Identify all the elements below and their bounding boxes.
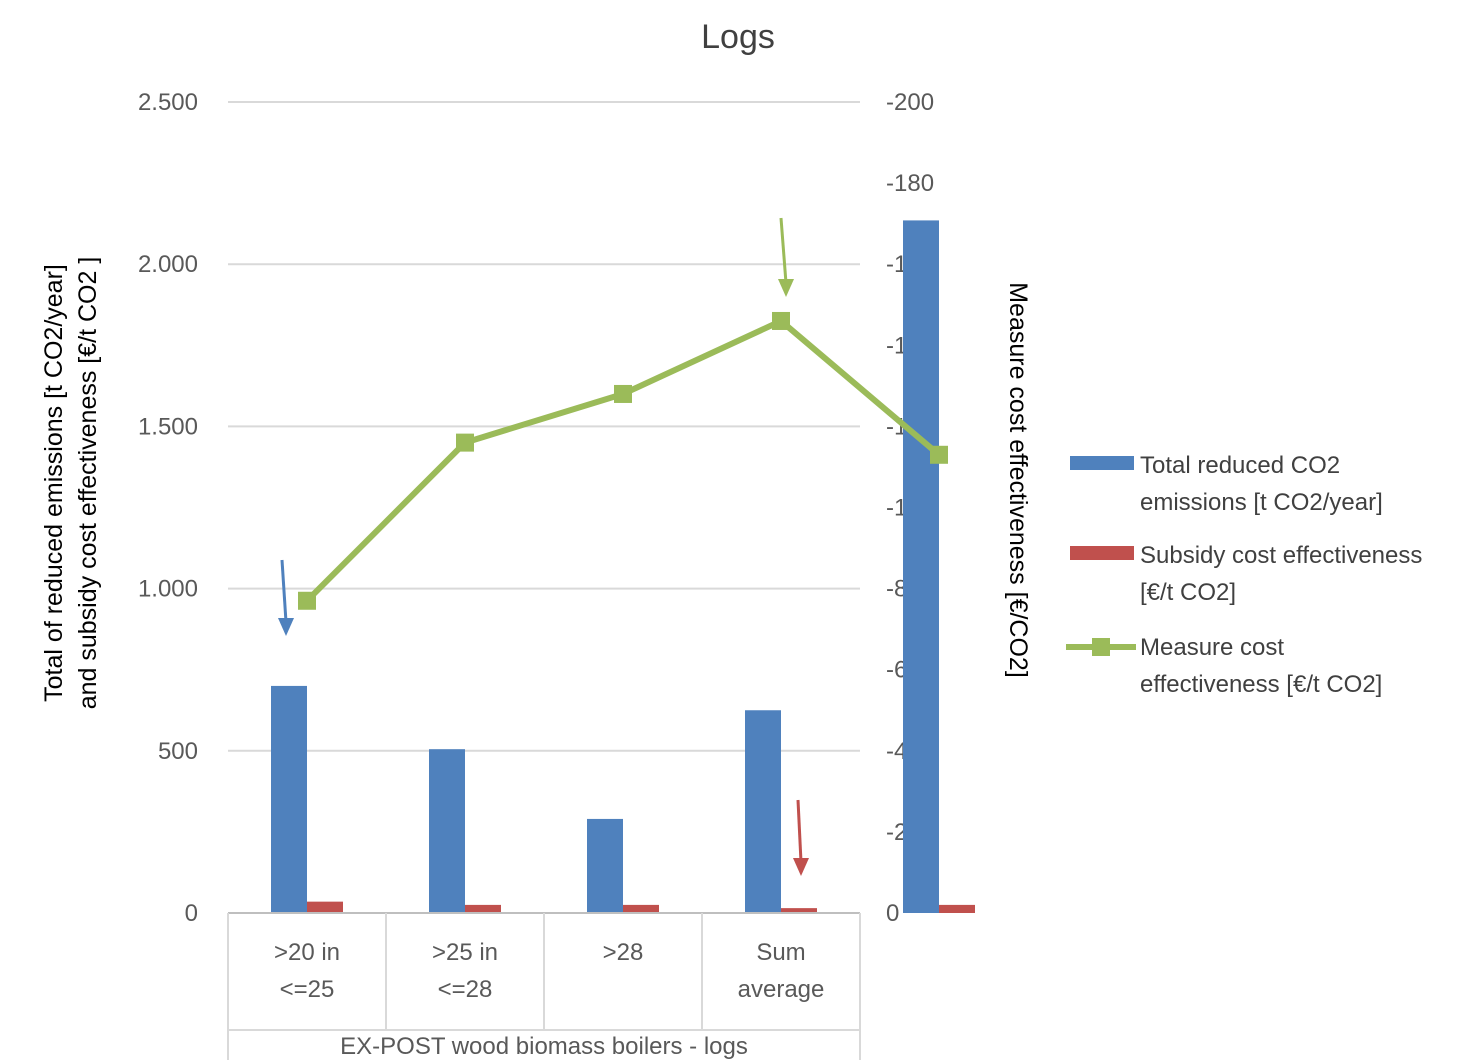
- y-tick-label: 0: [185, 900, 198, 927]
- x-category-line: >25 in: [432, 939, 498, 966]
- bar-subsidy: [465, 904, 501, 913]
- y2-tick-label: -180: [886, 170, 934, 197]
- line-series: [298, 311, 948, 610]
- y-tick-label: 2.500: [138, 89, 198, 116]
- y2-tick-label: -200: [886, 89, 934, 116]
- arrow-shaft: [796, 799, 803, 863]
- bar-subsidy: [623, 904, 659, 913]
- legend-swatch: [1070, 456, 1134, 470]
- x-category-line: >20 in: [274, 939, 340, 966]
- left-axis-label-line: and subsidy cost effectiveness [€/t CO2 …: [74, 257, 102, 710]
- arrow-shaft: [280, 559, 288, 623]
- right-axis-label: Measure cost effectiveness [€/CO2]: [1004, 282, 1032, 678]
- y2-tick-label: 0: [886, 900, 899, 927]
- x-category-label: >20 in <=25: [274, 939, 340, 1003]
- line-point: [614, 384, 632, 403]
- left-axis-label: Total of reduced emissions [t CO2/year] a…: [40, 257, 102, 710]
- legend-label-line: Total reduced CO2: [1140, 452, 1340, 479]
- legend-label: Total reduced CO2 emissions [t CO2/year]: [1140, 452, 1383, 516]
- x-axis: >20 in <=25 >25 in <=28 >28 Sum average EX-POST…: [227, 912, 861, 1060]
- left-axis-label-line: Total of reduced emissions [t CO2/year]: [40, 264, 68, 702]
- x-category-line: Sum: [756, 939, 805, 966]
- legend-label-line: Measure cost: [1140, 634, 1284, 661]
- bar-total-reduced: [745, 710, 781, 913]
- arrow-shaft: [779, 217, 788, 284]
- x-group-label: EX-POST wood biomass boilers - logs: [340, 1033, 748, 1060]
- bar-total-reduced: [903, 220, 939, 913]
- x-category-line: >28: [603, 939, 644, 966]
- annotation-arrow: [793, 799, 809, 876]
- arrow-head: [778, 279, 794, 297]
- x-category-label: >25 in <=28: [432, 939, 498, 1003]
- legend: Total reduced CO2 emissions [t CO2/year] S…: [1066, 452, 1422, 698]
- legend-label-line: emissions [t CO2/year]: [1140, 489, 1383, 516]
- x-category-label: Sum average: [738, 939, 825, 1003]
- line-point: [456, 433, 474, 452]
- bar-subsidy: [781, 908, 817, 913]
- arrow-head: [793, 858, 809, 876]
- legend-label: Subsidy cost effectiveness [€/t CO2]: [1140, 542, 1422, 606]
- chart-title: Logs: [701, 18, 775, 56]
- arrow-head: [278, 618, 294, 636]
- line-point: [298, 591, 316, 610]
- x-category-line: average: [738, 976, 825, 1003]
- bar-subsidy: [307, 901, 343, 913]
- bar-total-reduced: [587, 818, 623, 913]
- legend-swatch-marker: [1092, 638, 1110, 656]
- legend-label-line: effectiveness [€/t CO2]: [1140, 671, 1382, 698]
- legend-label: Measure cost effectiveness [€/t CO2]: [1140, 634, 1382, 698]
- line-point: [930, 445, 948, 464]
- line-point: [772, 311, 790, 330]
- annotation-arrow: [278, 559, 294, 636]
- left-axis-label-text: Total of reduced emissions [t CO2/year] a…: [40, 257, 102, 710]
- legend-swatch: [1070, 546, 1134, 560]
- bar-subsidy: [939, 904, 975, 913]
- bars: [271, 220, 975, 913]
- legend-label-line: [€/t CO2]: [1140, 579, 1236, 606]
- bar-total-reduced: [429, 749, 465, 913]
- series-line: [304, 317, 941, 603]
- y-tick-label: 1.500: [138, 413, 198, 440]
- left-axis-ticks: 0 500 1.000 1.500 2.000 2.500: [138, 89, 198, 927]
- annotation-arrows: [278, 217, 809, 876]
- gridlines: [228, 101, 860, 752]
- y-tick-label: 500: [158, 738, 198, 765]
- bar-total-reduced: [271, 685, 307, 913]
- y-tick-label: 2.000: [138, 251, 198, 278]
- x-category-line: <=25: [280, 976, 335, 1003]
- annotation-arrow: [778, 217, 794, 297]
- legend-label-line: Subsidy cost effectiveness: [1140, 542, 1422, 569]
- x-category-line: <=28: [438, 976, 493, 1003]
- x-category-label: >28: [603, 939, 644, 966]
- y-tick-label: 1.000: [138, 576, 198, 603]
